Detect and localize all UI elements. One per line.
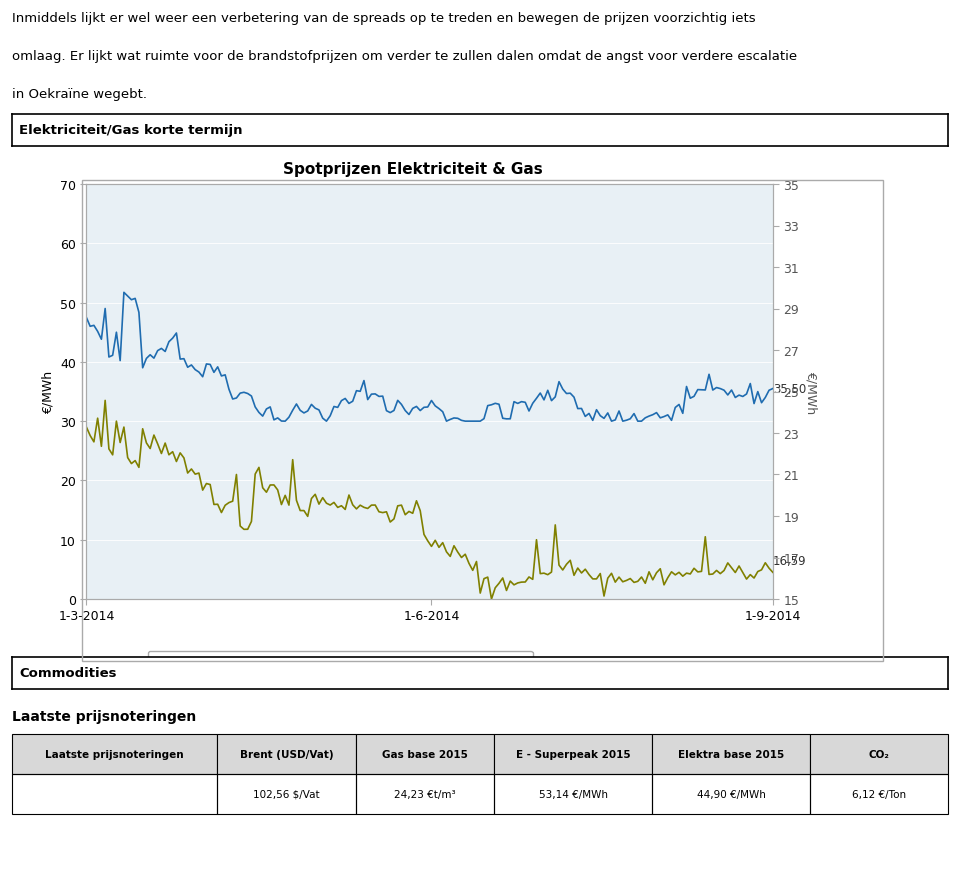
- Bar: [217, 734, 356, 774]
- Bar: [217, 774, 356, 814]
- Text: 102,56 $/Vat: 102,56 $/Vat: [253, 789, 320, 799]
- Bar: [810, 734, 948, 774]
- Text: 53,14 €/MWh: 53,14 €/MWh: [539, 789, 608, 799]
- Bar: [652, 734, 810, 774]
- Y-axis label: €/MWh: €/MWh: [41, 371, 55, 414]
- Text: 16,59: 16,59: [773, 554, 806, 567]
- Text: E - Superpeak 2015: E - Superpeak 2015: [516, 749, 631, 759]
- Text: Brent (USD/Vat): Brent (USD/Vat): [240, 749, 333, 759]
- Text: omlaag. Er lijkt wat ruimte voor de brandstofprijzen om verder te zullen dalen o: omlaag. Er lijkt wat ruimte voor de bran…: [12, 50, 797, 63]
- Text: in Oekraïne wegebt.: in Oekraïne wegebt.: [12, 88, 147, 101]
- Text: Laatste prijsnoteringen: Laatste prijsnoteringen: [12, 709, 196, 723]
- Bar: [810, 774, 948, 814]
- Bar: [652, 774, 810, 814]
- Text: Elektriciteit/Gas korte termijn: Elektriciteit/Gas korte termijn: [19, 125, 243, 137]
- Bar: [12, 734, 217, 774]
- Legend: Elektra APX (daggemiddelde), Leba Spotprijs: Elektra APX (daggemiddelde), Leba Spotpr…: [148, 651, 533, 674]
- Text: Spotprijzen Elektriciteit & Gas: Spotprijzen Elektriciteit & Gas: [283, 162, 542, 176]
- Text: 44,90 €/MWh: 44,90 €/MWh: [697, 789, 765, 799]
- Text: Laatste prijsnoteringen: Laatste prijsnoteringen: [45, 749, 183, 759]
- Bar: [356, 774, 494, 814]
- Text: Gas base 2015: Gas base 2015: [382, 749, 468, 759]
- Y-axis label: €/MWh: €/MWh: [804, 371, 818, 414]
- Text: Elektra base 2015: Elektra base 2015: [678, 749, 784, 759]
- Text: Inmiddels lijkt er wel weer een verbetering van de spreads op te treden en beweg: Inmiddels lijkt er wel weer een verbeter…: [12, 12, 756, 25]
- Text: 35,50: 35,50: [773, 383, 806, 396]
- Text: CO₂: CO₂: [869, 749, 890, 759]
- Bar: [356, 734, 494, 774]
- Bar: [494, 774, 652, 814]
- Text: 24,23 €t/m³: 24,23 €t/m³: [395, 789, 456, 799]
- Text: 6,12 €/Ton: 6,12 €/Ton: [852, 789, 906, 799]
- Bar: [12, 774, 217, 814]
- Text: Commodities: Commodities: [19, 666, 116, 680]
- Bar: [494, 734, 652, 774]
